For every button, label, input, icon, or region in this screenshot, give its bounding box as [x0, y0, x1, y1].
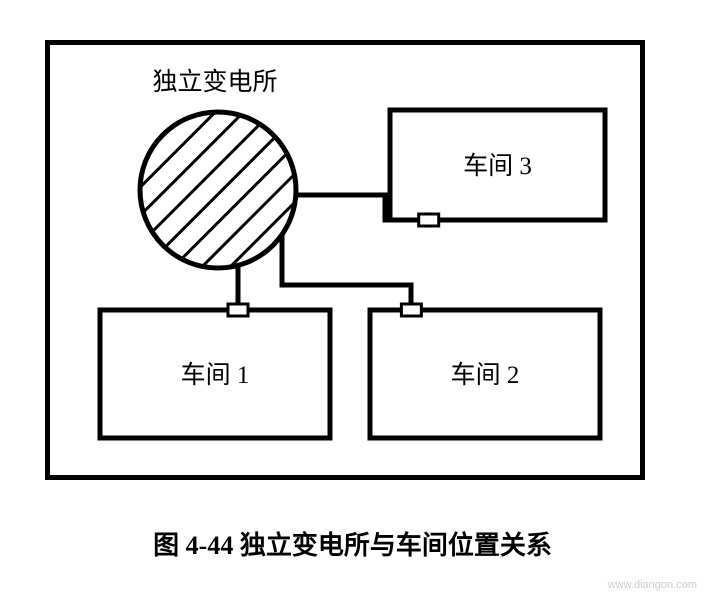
diagram-container: 车间 1 车间 2 车间 3 独立变电所: [45, 40, 645, 480]
figure-caption: 图 4-44 独立变电所与车间位置关系: [0, 525, 705, 562]
workshop1-label: 车间 1: [181, 361, 250, 389]
workshop3-port: [419, 214, 439, 226]
watermark: www.diangon.com: [608, 579, 697, 591]
caption-text: 图 4-44 独立变电所与车间位置关系: [153, 531, 552, 560]
substation-label: 独立变电所: [152, 68, 277, 96]
workshop2-label: 车间 2: [451, 361, 520, 389]
workshop3-label: 车间 3: [463, 152, 532, 180]
diagram-svg: 车间 1 车间 2 车间 3 独立变电所: [45, 40, 645, 480]
workshop2-port: [401, 304, 421, 316]
workshop1-port: [228, 304, 248, 316]
watermark-text: www.diangon.com: [608, 579, 697, 591]
